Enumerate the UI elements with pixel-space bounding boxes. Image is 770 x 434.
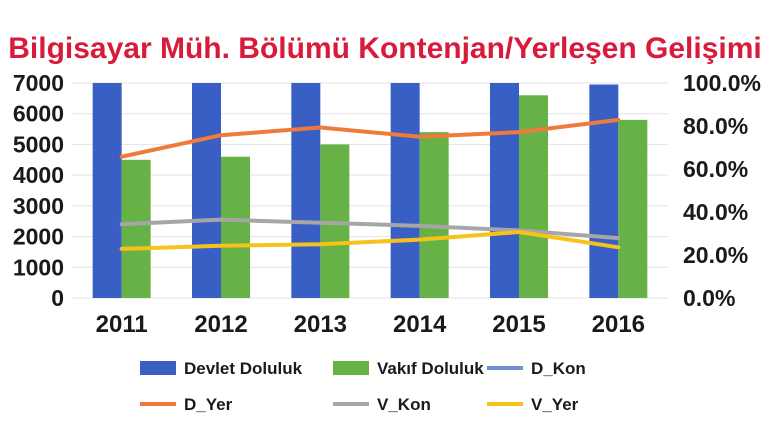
legend-swatch-devlet-doluluk [140,361,176,375]
bar-vak-f-doluluk-2016 [618,119,648,298]
left-tick-5000: 5000 [13,131,64,157]
right-tick-80.0pct: 80.0% [683,113,748,139]
legend-label-v-kon: V_Kon [377,395,431,414]
x-tick-2014: 2014 [393,311,447,338]
bar-devlet-doluluk-2012 [192,83,221,298]
bar-devlet-doluluk-2015 [490,83,519,298]
x-axis-ticks: 2011 2012 2013 2014 2015 2016 [96,311,645,338]
grid [72,82,668,299]
legend-label-devlet-doluluk: Devlet Doluluk [184,359,303,378]
right-tick-40.0pct: 40.0% [683,199,748,225]
x-tick-2015: 2015 [492,311,545,338]
bars [92,83,648,299]
legend-label-d-yer: D_Yer [184,395,233,414]
x-tick-2011: 2011 [96,311,148,338]
bar-devlet-doluluk-2013 [291,83,321,298]
legend: Devlet Doluluk Vakıf Doluluk D_Kon D_Yer V_K… [140,359,586,414]
right-tick-60.0pct: 60.0% [683,156,748,182]
legend-label-v-yer: V_Yer [531,395,579,414]
line-d-yer [119,117,621,159]
left-tick-7000: 7000 [13,70,64,96]
bar-vak-f-doluluk-2014 [419,132,449,298]
left-tick-2000: 2000 [13,224,64,250]
lines [119,117,621,251]
right-tick-20.0pct: 20.0% [683,242,748,268]
left-tick-3000: 3000 [13,193,64,219]
legend-label-vak-f-doluluk: Vakıf Doluluk [377,359,484,378]
bar-vak-f-doluluk-2015 [519,95,548,299]
legend-swatch-vak-f-doluluk [333,361,369,375]
x-tick-2016: 2016 [592,311,645,338]
x-tick-2012: 2012 [194,311,247,338]
line-v-yer [119,229,621,251]
right-axis-ticks: 0.0% 20.0% 40.0% 60.0% 80.0% 100.0% [683,70,761,311]
legend-label-d-kon: D_Kon [531,359,586,378]
left-tick-1000: 1000 [13,254,64,280]
bar-devlet-doluluk-2016 [589,84,619,299]
chart-title: Bilgisayar Müh. Bölümü Kontenjan/Yerleşe… [8,32,762,65]
bar-devlet-doluluk-2014 [390,83,420,298]
right-tick-100.0pct: 100.0% [683,70,761,96]
bar-vak-f-doluluk-2011 [121,159,151,298]
left-axis-ticks: 0 1000 2000 3000 4000 5000 6000 7000 [13,70,64,311]
left-tick-0: 0 [51,285,64,311]
left-tick-4000: 4000 [13,162,64,188]
line-v-kon [119,217,621,241]
right-tick-0.0pct: 0.0% [683,285,735,311]
left-tick-6000: 6000 [13,101,64,127]
bar-vak-f-doluluk-2012 [221,156,250,298]
bar-devlet-doluluk-2011 [92,83,122,298]
x-tick-2013: 2013 [294,311,347,338]
